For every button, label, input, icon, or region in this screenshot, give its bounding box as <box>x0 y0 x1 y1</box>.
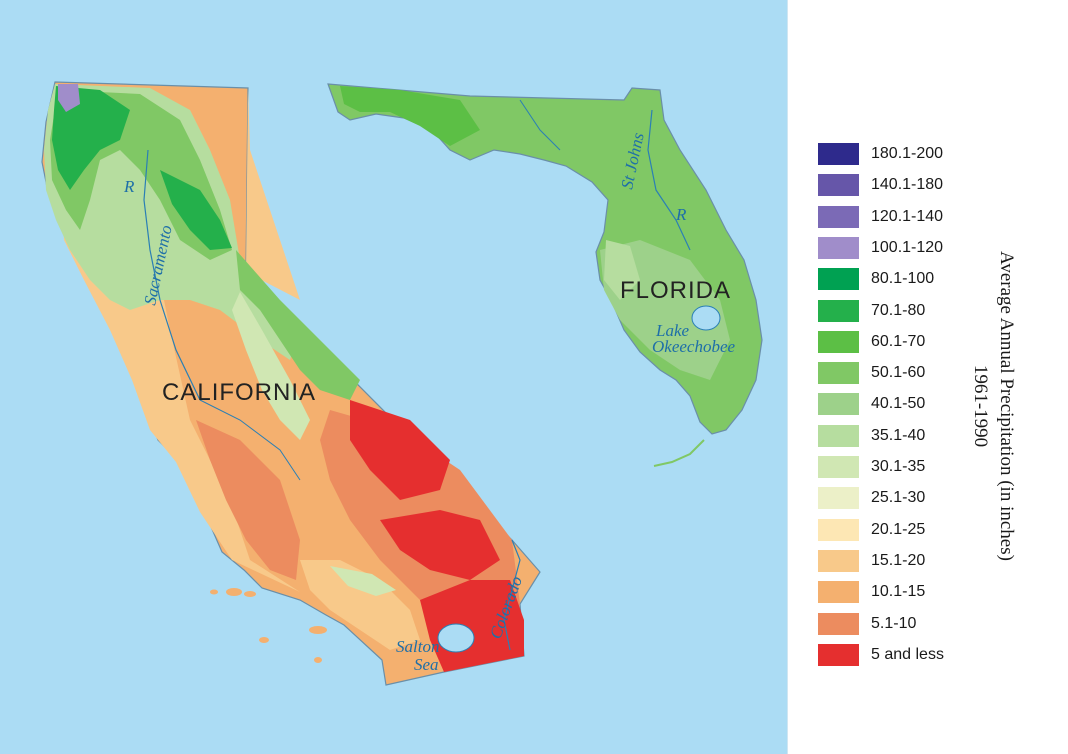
lake-okeechobee-label-line1: Lake <box>655 321 690 340</box>
legend-item: 180.1-200 <box>818 143 943 165</box>
channel-island <box>309 626 327 634</box>
legend-swatch <box>818 143 859 165</box>
salton-sea-label-line1: Salton <box>396 637 439 656</box>
legend-label: 180.1-200 <box>871 145 944 162</box>
legend-label: 25.1-30 <box>871 489 926 506</box>
sacramento-river <box>143 149 201 401</box>
california-sierra-light-green-zone <box>232 292 310 440</box>
legend-label: 20.1-25 <box>871 521 926 538</box>
legend-label: 30.1-35 <box>871 458 926 475</box>
california-north-dark-green-zone <box>52 86 130 190</box>
florida-panhandle-green-zone <box>340 86 480 146</box>
legend-item: 25.1-30 <box>818 487 925 509</box>
california-state: CALIFORNIA Sacramento R Salton Sea Color… <box>41 81 541 686</box>
legend-swatch <box>818 581 859 603</box>
salton-sea-lake <box>437 623 475 653</box>
san-joaquin-river <box>199 399 301 481</box>
florida-state: FLORIDA St Johns R Lake Okeechobee <box>327 83 763 467</box>
legend-swatch <box>818 644 859 666</box>
california-death-valley-red-zone <box>350 400 450 500</box>
legend-swatch <box>818 331 859 353</box>
colorado-river-california <box>503 539 521 651</box>
channel-island <box>244 591 256 597</box>
legend-item: 5 and less <box>818 644 944 666</box>
channel-island <box>314 657 322 663</box>
legend-label: 100.1-120 <box>871 239 944 256</box>
florida-keys <box>653 439 705 467</box>
california-mojave-red-zone <box>380 510 500 580</box>
legend-title-line2: 1961-1990 <box>970 364 991 448</box>
california-klamath-dark-green-zone <box>160 170 232 250</box>
legend-item: 100.1-120 <box>818 237 943 259</box>
legend-item: 60.1-70 <box>818 331 925 353</box>
legend-item: 40.1-50 <box>818 393 925 415</box>
california-state-label: CALIFORNIA <box>162 379 316 406</box>
florida-tampa-light-zone <box>604 240 640 300</box>
suwannee-river <box>519 99 561 151</box>
legend-title-line1: Average Annual Precipitation (in inches) <box>996 251 1017 561</box>
legend-item: 80.1-100 <box>818 268 934 290</box>
legend-item: 50.1-60 <box>818 362 925 384</box>
california-sierra-green-zone <box>236 250 360 400</box>
legend-label: 35.1-40 <box>871 427 926 444</box>
salton-sea-label-line2: Sea <box>414 655 439 674</box>
legend-item: 15.1-20 <box>818 550 925 572</box>
legend-label: 50.1-60 <box>871 364 926 381</box>
legend-item: 70.1-80 <box>818 300 925 322</box>
legend-item: 20.1-25 <box>818 519 925 541</box>
legend-label: 70.1-80 <box>871 302 926 319</box>
legend-label: 120.1-140 <box>871 208 944 225</box>
california-purple-peak-zone <box>58 84 80 112</box>
california-inland-tan-zone <box>246 88 300 300</box>
legend-swatch <box>818 550 859 572</box>
channel-island <box>259 637 269 643</box>
legend-item: 10.1-15 <box>818 581 925 603</box>
legend-item: 35.1-40 <box>818 425 925 447</box>
legend-swatch <box>818 268 859 290</box>
lake-okeechobee-lake <box>691 305 721 331</box>
legend-swatch <box>818 206 859 228</box>
channel-island <box>210 589 218 595</box>
legend-label: 80.1-100 <box>871 270 935 287</box>
legend-label: 40.1-50 <box>871 395 926 412</box>
legend-label: 5 and less <box>871 646 944 663</box>
california-southcoast-light-zone <box>300 560 420 650</box>
legend-swatch <box>818 519 859 541</box>
legend-swatch <box>818 237 859 259</box>
legend-swatch <box>818 613 859 635</box>
legend-label: 15.1-20 <box>871 552 926 569</box>
legend-label: 140.1-180 <box>871 176 944 193</box>
legend-swatch <box>818 487 859 509</box>
legend-item: 120.1-140 <box>818 206 943 228</box>
map-canvas: CALIFORNIA Sacramento R Salton Sea Color… <box>41 81 763 686</box>
legend-swatch <box>818 456 859 478</box>
florida-outline <box>327 83 763 435</box>
lake-okeechobee-label-line2: Okeechobee <box>652 337 736 356</box>
legend-item: 5.1-10 <box>818 613 916 635</box>
legend-swatch <box>818 174 859 196</box>
legend-label: 60.1-70 <box>871 333 926 350</box>
legend-swatch <box>818 362 859 384</box>
california-southcoast-green-zone <box>330 566 396 596</box>
legend-title: Average Annual Precipitation (in inches)… <box>960 206 1026 606</box>
channel-island <box>226 588 242 596</box>
california-central-valley-zone <box>196 420 300 580</box>
legend-item: 30.1-35 <box>818 456 925 478</box>
legend-panel: 180.1-200 140.1-180 120.1-140 100.1-120 80.1… <box>787 0 1068 754</box>
legend-swatch <box>818 300 859 322</box>
legend-item: 140.1-180 <box>818 174 943 196</box>
legend-swatch <box>818 393 859 415</box>
legend-swatch <box>818 425 859 447</box>
sacramento-river-r-label: R <box>123 177 135 196</box>
map-panel: CALIFORNIA Sacramento R Salton Sea Color… <box>0 0 787 754</box>
florida-state-label: FLORIDA <box>620 277 731 304</box>
legend-label: 5.1-10 <box>871 615 917 632</box>
st-johns-river-r-label: R <box>675 205 687 224</box>
st-johns-river <box>647 109 691 251</box>
legend-label: 10.1-15 <box>871 583 926 600</box>
